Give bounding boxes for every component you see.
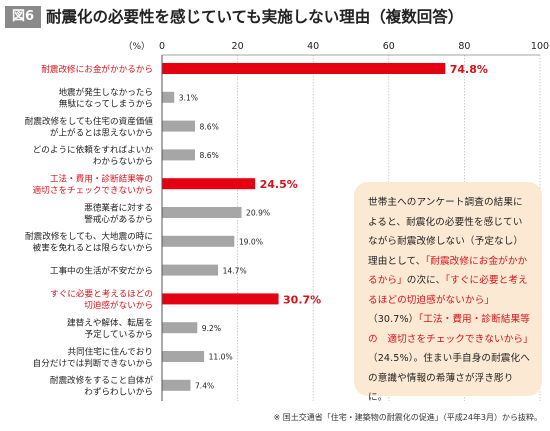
bar: [162, 379, 191, 391]
axis-layer: （%） 0 20 40 60 80 100: [123, 41, 549, 52]
category-label: わずらわしいから: [84, 387, 153, 398]
category-label: すぐに必要と考えるほどの: [50, 288, 153, 300]
bar: [162, 178, 256, 190]
data-label: 14.7%: [223, 266, 247, 275]
category-label: 被害を免れるとは限らないから: [33, 242, 153, 254]
bar: [162, 149, 196, 161]
commentary-box: 世帯主へのアンケート調査の結果によると、耐震化の必要性を感じていながら耐震改修し…: [354, 182, 542, 403]
commentary-text: （30.7%）: [368, 314, 419, 325]
bar: [162, 207, 242, 218]
commentary-highlight: 「耐震改修にお金がかかるから」: [368, 255, 528, 287]
data-label: 20.9%: [246, 209, 270, 218]
category-label: 耐震改修にお金がかかるから: [41, 63, 153, 75]
bar: [162, 235, 235, 247]
category-label: 共同住宅に住んでおり: [67, 345, 153, 357]
x-tick-label: 100: [531, 41, 549, 52]
category-label: わからないから: [93, 156, 153, 167]
commentary-text: の次に、: [406, 275, 446, 286]
category-label: 地震が発生しなかったら: [58, 86, 153, 98]
data-label: 11.0%: [209, 353, 233, 362]
x-tick-label: 20: [232, 41, 244, 52]
x-tick-label: 60: [383, 41, 395, 52]
data-label: 8.6%: [200, 122, 219, 131]
category-label: 切迫感がないから: [84, 299, 153, 311]
category-label: 悪徳業者に対する: [84, 201, 153, 213]
x-tick-label: 40: [307, 41, 319, 52]
data-label: 74.8%: [450, 63, 488, 76]
category-label: 警戒心があるから: [84, 213, 153, 225]
x-tick-label: 0: [159, 41, 165, 52]
category-labels: 耐震改修にお金がかかるから地震が発生しなかったら無駄になってしまうから耐震改修を…: [25, 63, 154, 398]
category-label: 耐震改修をしても住宅の資産価値: [25, 115, 154, 127]
data-label: 8.6%: [200, 151, 219, 160]
bar: [162, 293, 279, 305]
category-label: 建替えや解体、転居を: [67, 316, 153, 328]
category-label: 自分だけでは判断できないから: [33, 357, 153, 369]
source-note: ※ 国土交通省「住宅・建築物の耐震化の促進」（平成24年3月）から抜粋。: [273, 413, 542, 422]
bar: [162, 351, 205, 362]
category-label: 耐震改修をすること自体が: [50, 374, 154, 386]
figure-header: 図6 耐震化の必要性を感じていても実施しない理由（複数回答）: [0, 0, 550, 34]
chart-title: 耐震化の必要性を感じていても実施しない理由（複数回答）: [46, 8, 464, 26]
data-label: 19.0%: [239, 238, 263, 247]
x-tick-label: 80: [458, 41, 470, 52]
bar: [162, 322, 198, 334]
category-label: 工事中の生活が不安だから: [50, 265, 153, 277]
value-labels: 74.8% 3.1% 8.6% 8.6% 24.5% 20.9% 19.0% 14.7% 30.…: [179, 63, 488, 391]
data-label: 9.2%: [202, 324, 221, 333]
bar: [162, 120, 196, 132]
category-label: 耐震改修をしても、大地震の時に: [25, 230, 153, 242]
figure-number-badge: 図6: [5, 6, 41, 28]
axis-unit-label: （%）: [123, 41, 150, 52]
commentary-highlight: 「工法・費用・診断結果等の 適切さをチェックできないから」: [368, 314, 533, 345]
category-label: 工法・費用・診断結果等の: [50, 172, 153, 184]
data-label: 7.4%: [195, 382, 214, 391]
data-label: 30.7%: [283, 293, 321, 306]
bar: [162, 91, 175, 103]
commentary-highlight: 「すぐに必要と考えるほどの切迫感がないから」: [368, 275, 528, 306]
commentary-text: 世帯主へのアンケート調査の結果によると、耐震化の必要性を感じていながら耐震改修し…: [368, 197, 524, 267]
bar: [162, 63, 446, 74]
category-label: 予定しているから: [85, 328, 154, 340]
category-label: 無駄になってしまうから: [59, 98, 153, 110]
category-label: 適切さをチェックできないから: [33, 184, 153, 196]
bars: [162, 63, 446, 391]
data-label: 24.5%: [260, 178, 298, 191]
data-label: 3.1%: [179, 94, 198, 103]
category-label: が上がるとは思えないから: [50, 126, 153, 138]
bar: [162, 264, 219, 276]
category-label: どのように依頼をすればよいか: [33, 144, 154, 156]
commentary-text: （24.5%）。住まい手自身の耐震化への意識や情報の希薄さが浮き彫りに。: [368, 353, 530, 403]
